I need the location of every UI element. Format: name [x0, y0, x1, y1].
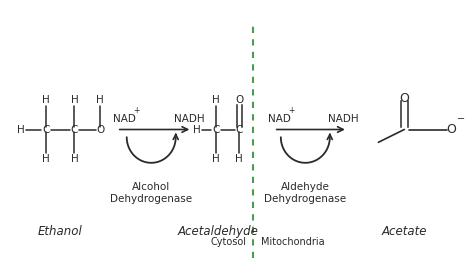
Text: +: +: [288, 106, 294, 115]
Text: −: −: [457, 114, 465, 124]
Text: H: H: [212, 154, 219, 164]
Text: Cytosol: Cytosol: [210, 237, 246, 247]
Text: O: O: [400, 92, 409, 105]
Text: Aldehyde
Dehydrogenase: Aldehyde Dehydrogenase: [264, 182, 346, 204]
Text: H: H: [71, 154, 78, 164]
Text: +: +: [133, 106, 139, 115]
Text: C: C: [212, 125, 219, 134]
Text: H: H: [42, 154, 50, 164]
Text: H: H: [18, 125, 25, 134]
Text: H: H: [97, 95, 104, 105]
Text: H: H: [236, 154, 243, 164]
Text: NAD: NAD: [113, 114, 136, 124]
Text: C: C: [71, 125, 78, 134]
Text: Acetate: Acetate: [382, 226, 427, 239]
Text: NADH: NADH: [173, 114, 204, 124]
Text: Ethanol: Ethanol: [38, 226, 82, 239]
Text: O: O: [96, 125, 104, 134]
Text: Acetaldehyde: Acetaldehyde: [178, 226, 259, 239]
Text: H: H: [212, 95, 219, 105]
Text: C: C: [236, 125, 243, 134]
Text: H: H: [71, 95, 78, 105]
Text: H: H: [193, 125, 201, 134]
Text: Alcohol
Dehydrogenase: Alcohol Dehydrogenase: [110, 182, 192, 204]
Text: O: O: [235, 95, 244, 105]
Text: Mitochondria: Mitochondria: [261, 237, 324, 247]
Text: NADH: NADH: [328, 114, 358, 124]
Text: C: C: [43, 125, 50, 134]
Text: O: O: [447, 123, 456, 136]
Text: NAD: NAD: [268, 114, 291, 124]
Text: H: H: [42, 95, 50, 105]
